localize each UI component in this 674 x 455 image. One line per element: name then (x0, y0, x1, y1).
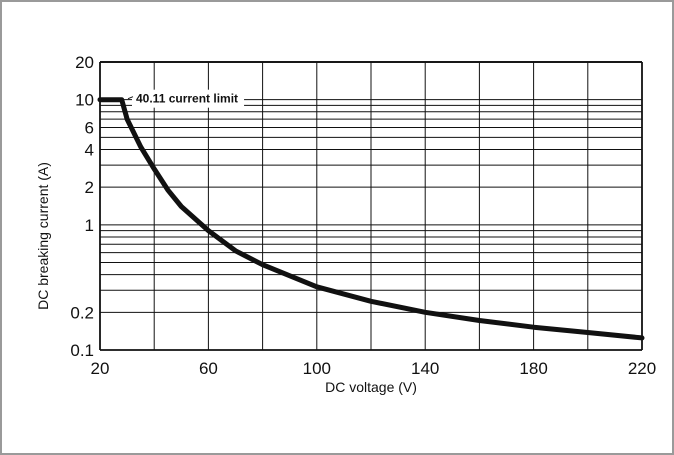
x-tick-label: 140 (411, 359, 439, 378)
series-group (97, 97, 645, 341)
x-tick-label: 60 (199, 359, 218, 378)
x-axis-label: DC voltage (V) (325, 379, 417, 395)
x-tick-label: 100 (303, 359, 331, 378)
y-tick-label: 4 (85, 140, 94, 159)
annotation-background (132, 89, 245, 108)
annotation-group: 40.11 current limit (127, 89, 245, 108)
series-line (97, 97, 645, 341)
y-tick-labels: 20 10 6 4 2 1 0.2 0.1 (70, 53, 94, 360)
grid (99, 61, 643, 351)
annotation-leader (127, 96, 134, 100)
x-tick-label: 220 (628, 359, 656, 378)
y-tick-label: 1 (85, 216, 94, 235)
y-tick-label: 10 (75, 91, 94, 110)
y-tick-label: 6 (85, 118, 94, 137)
x-tick-labels: 20 60 100 140 180 220 (91, 359, 657, 378)
annotation-current-limit: 40.11 current limit (136, 92, 238, 106)
x-tick-label: 180 (519, 359, 547, 378)
y-axis-label: DC breaking current (A) (35, 162, 51, 310)
y-tick-label: 0.1 (70, 341, 94, 360)
y-tick-label: 0.2 (70, 303, 94, 322)
y-tick-label: 20 (75, 53, 94, 72)
x-tick-label: 20 (91, 359, 110, 378)
y-tick-label: 2 (85, 178, 94, 197)
